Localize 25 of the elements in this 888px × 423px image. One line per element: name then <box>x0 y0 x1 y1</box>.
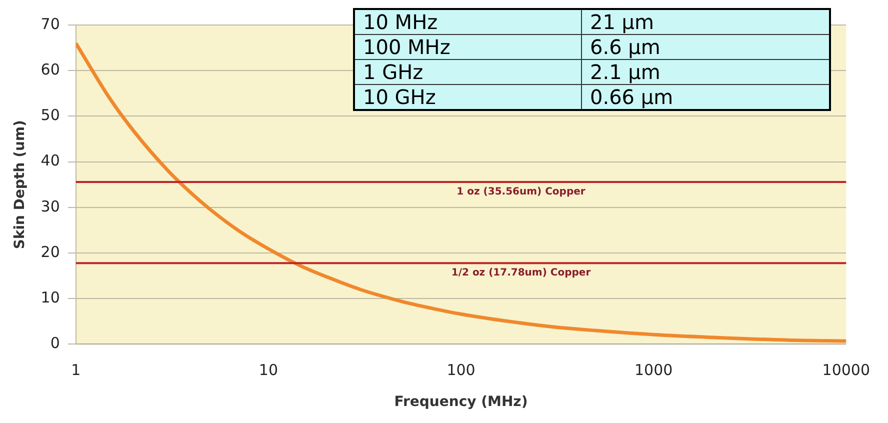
x-tick-label: 1000 <box>634 361 673 380</box>
ref-line-label: 1/2 oz (17.78um) Copper <box>451 268 591 279</box>
x-tick-label: 10 <box>258 361 278 380</box>
annotation: 6.6 µm <box>582 34 830 60</box>
annotation: 10 MHz <box>354 9 582 34</box>
x-tick-label: 1 <box>71 361 81 380</box>
annotation: 0.66 µm <box>582 84 830 110</box>
y-tick-label: 50 <box>40 106 60 124</box>
y-tick-label: 40 <box>40 152 60 170</box>
annotation: 2.1 µm <box>582 60 830 84</box>
y-axis-title: Skin Depth (um) <box>12 120 28 250</box>
y-tick-label: 10 <box>40 288 60 306</box>
annotation: 1 GHz <box>354 60 582 84</box>
y-tick-label: 20 <box>40 242 60 261</box>
y-tick-label: 60 <box>40 60 60 78</box>
ref-line-label: 1 oz (35.56um) Copper <box>456 186 586 198</box>
annotation: 10 GHz <box>354 84 582 110</box>
x-tick-label: 10000 <box>822 361 870 380</box>
y-tick-label: 30 <box>40 197 60 216</box>
annotation: 100 MHz <box>354 34 582 60</box>
y-tick-label: 70 <box>40 14 60 33</box>
annotation: 21 µm <box>582 9 830 34</box>
x-tick-label: 100 <box>446 361 476 380</box>
y-tick-label: 0 <box>50 334 60 352</box>
x-axis-title: Frequency (MHz) <box>394 394 528 410</box>
